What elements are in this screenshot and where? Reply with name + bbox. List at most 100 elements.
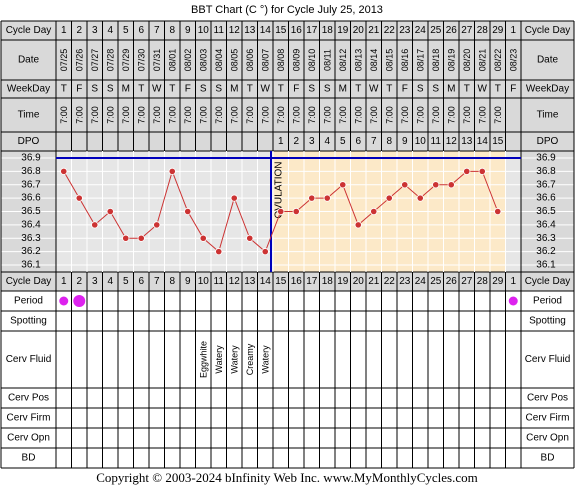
row-label-left-cycle_day: Cycle Day <box>6 276 52 287</box>
y-tick-right: 36.2 <box>536 246 556 257</box>
header-row-bg <box>1 80 574 98</box>
y-tick-left: 36.8 <box>21 166 41 177</box>
time-label: 7:00 <box>167 106 177 124</box>
cycle-day-label: 26 <box>446 25 458 36</box>
weekday-label: T <box>138 84 144 95</box>
date-label: 07/31 <box>152 49 162 72</box>
y-tick-left: 36.2 <box>21 246 41 257</box>
date-label: 08/11 <box>322 49 332 71</box>
cycle-day-label-bottom: 13 <box>244 276 256 287</box>
cerv-fluid-label: Watery <box>260 345 270 374</box>
row-label-right-bd: BD <box>541 453 555 464</box>
cycle-day-label-bottom: 7 <box>154 276 160 287</box>
weekday-label: S <box>308 84 315 95</box>
cycle-day-label: 2 <box>76 25 82 36</box>
time-label: 7:00 <box>353 106 363 124</box>
cycle-day-label: 13 <box>244 25 256 36</box>
copyright-footer: Copyright © 2003-2024 bInfinity Web Inc.… <box>96 470 477 485</box>
cycle-day-label: 23 <box>399 25 411 36</box>
temperature-point <box>354 221 362 229</box>
date-label: 08/15 <box>384 49 394 72</box>
weekday-label: S <box>200 84 207 95</box>
weekday-label: S <box>417 84 424 95</box>
row-label-left-bd: BD <box>22 453 36 464</box>
temperature-point <box>339 181 347 189</box>
date-label: 08/04 <box>214 49 224 72</box>
cycle-day-label-bottom: 15 <box>275 276 287 287</box>
dpo-label: 9 <box>402 136 408 147</box>
time-label: 7:00 <box>446 106 456 124</box>
row-label-left-spotting: Spotting <box>10 316 47 327</box>
cycle-day-label: 4 <box>107 25 113 36</box>
y-tick-right: 36.1 <box>536 260 556 271</box>
weekday-label: T <box>495 84 501 95</box>
date-label: 08/01 <box>167 49 177 72</box>
period-dot <box>508 296 518 306</box>
dpo-label: 5 <box>340 136 346 147</box>
row-label-left-date: Date <box>18 55 40 66</box>
cycle-day-label-bottom: 2 <box>76 276 82 287</box>
period-dot <box>59 296 69 306</box>
temperature-point <box>106 207 114 216</box>
row-label-right-period: Period <box>533 296 562 307</box>
row-label-left-time: Time <box>18 110 40 121</box>
time-label: 7:00 <box>198 106 208 124</box>
weekday-label: F <box>510 84 516 95</box>
row-label-right-cerv_fluid: Cerv Fluid <box>525 354 571 365</box>
weekday-label: W <box>478 84 488 95</box>
cycle-day-label: 1 <box>61 25 67 36</box>
cycle-day-label-bottom: 16 <box>291 276 303 287</box>
dpo-label: 14 <box>477 136 489 147</box>
time-label: 7:00 <box>245 106 255 124</box>
time-label: 7:00 <box>183 106 193 124</box>
cycle-day-label: 15 <box>275 25 287 36</box>
time-label: 7:00 <box>307 106 317 124</box>
date-label: 07/29 <box>121 49 131 72</box>
temperature-point <box>385 194 393 202</box>
cycle-day-label-bottom: 21 <box>368 276 380 287</box>
weekday-label: F <box>76 84 82 95</box>
cycle-day-label: 25 <box>430 25 442 36</box>
period-dot <box>73 295 86 307</box>
cycle-day-label-bottom: 5 <box>123 276 129 287</box>
cycle-day-label-bottom: 19 <box>337 276 349 287</box>
date-label: 08/14 <box>369 49 379 72</box>
dpo-label: 1 <box>278 136 284 147</box>
time-label: 7:00 <box>415 106 425 124</box>
cycle-day-label-bottom: 20 <box>353 276 365 287</box>
row-label-right-cerv_opn: Cerv Opn <box>526 433 569 444</box>
time-label: 7:00 <box>369 106 379 124</box>
date-label: 08/09 <box>291 49 301 72</box>
row-label-left-weekday: WeekDay <box>7 84 50 95</box>
weekday-label: S <box>215 84 222 95</box>
temperature-point <box>122 234 130 242</box>
cycle-day-label-bottom: 14 <box>260 276 272 287</box>
weekday-label: T <box>386 84 392 95</box>
date-label: 07/25 <box>59 49 69 72</box>
time-label: 7:00 <box>90 106 100 124</box>
header-row-bg <box>1 132 574 151</box>
dpo-label: 8 <box>386 136 392 147</box>
cycle-day-label-bottom: 24 <box>415 276 427 287</box>
date-label: 08/08 <box>276 49 286 72</box>
y-tick-left: 36.7 <box>21 179 41 190</box>
row-label-left-dpo: DPO <box>18 136 40 147</box>
weekday-label: T <box>464 84 470 95</box>
y-tick-right: 36.6 <box>536 193 556 204</box>
cycle-day-label: 16 <box>291 25 303 36</box>
marks-layer <box>56 151 521 307</box>
weekday-label: W <box>369 84 379 95</box>
temperature-point <box>308 194 316 202</box>
cycle-day-label: 1 <box>510 25 516 36</box>
row-label-right-cerv_pos: Cerv Pos <box>527 393 568 404</box>
cycle-day-label: 12 <box>229 25 241 36</box>
temperature-point <box>60 167 68 175</box>
time-label: 7:00 <box>260 106 270 124</box>
date-label: 08/03 <box>198 49 208 72</box>
cycle-day-label-bottom: 4 <box>107 276 113 287</box>
row-label-right-time: Time <box>537 110 559 121</box>
date-label: 08/23 <box>508 49 518 72</box>
weekday-label: W <box>261 84 271 95</box>
dpo-label: 11 <box>431 136 442 147</box>
